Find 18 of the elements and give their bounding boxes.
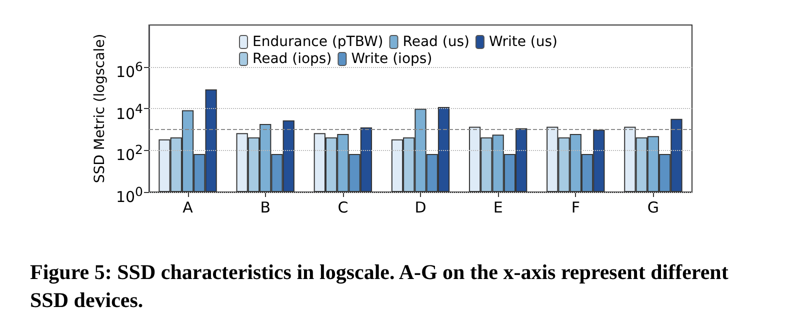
x-tick-label: A bbox=[182, 198, 194, 216]
legend-label: Write (us) bbox=[488, 34, 558, 50]
y-tick-label: 10$^{6}$ bbox=[116, 58, 143, 81]
x-tick-label: C bbox=[338, 198, 348, 216]
y-axis-title: SSD Metric (logscale) bbox=[92, 34, 108, 184]
x-tick-label: G bbox=[647, 198, 660, 216]
y-tick-label: 10$^{0}$ bbox=[116, 183, 143, 206]
legend-label: Endurance (pTBW) bbox=[252, 34, 384, 50]
x-tick-label: B bbox=[260, 198, 271, 216]
caption: Figure 5: SSD characteristics in logscale. A-G on the x-axis represent different SSD devices. bbox=[30, 260, 734, 312]
x-tick-label: E bbox=[493, 198, 503, 216]
x-tick-label: D bbox=[414, 198, 426, 216]
legend-label: Write (iops) bbox=[351, 51, 432, 67]
legend-label: Read (us) bbox=[402, 34, 470, 50]
y-tick-label: 10$^{4}$ bbox=[116, 100, 143, 122]
y-tick-label: 10$^{2}$ bbox=[116, 141, 143, 164]
legend-label: Read (iops) bbox=[252, 51, 332, 67]
x-tick-label: F bbox=[571, 198, 580, 216]
